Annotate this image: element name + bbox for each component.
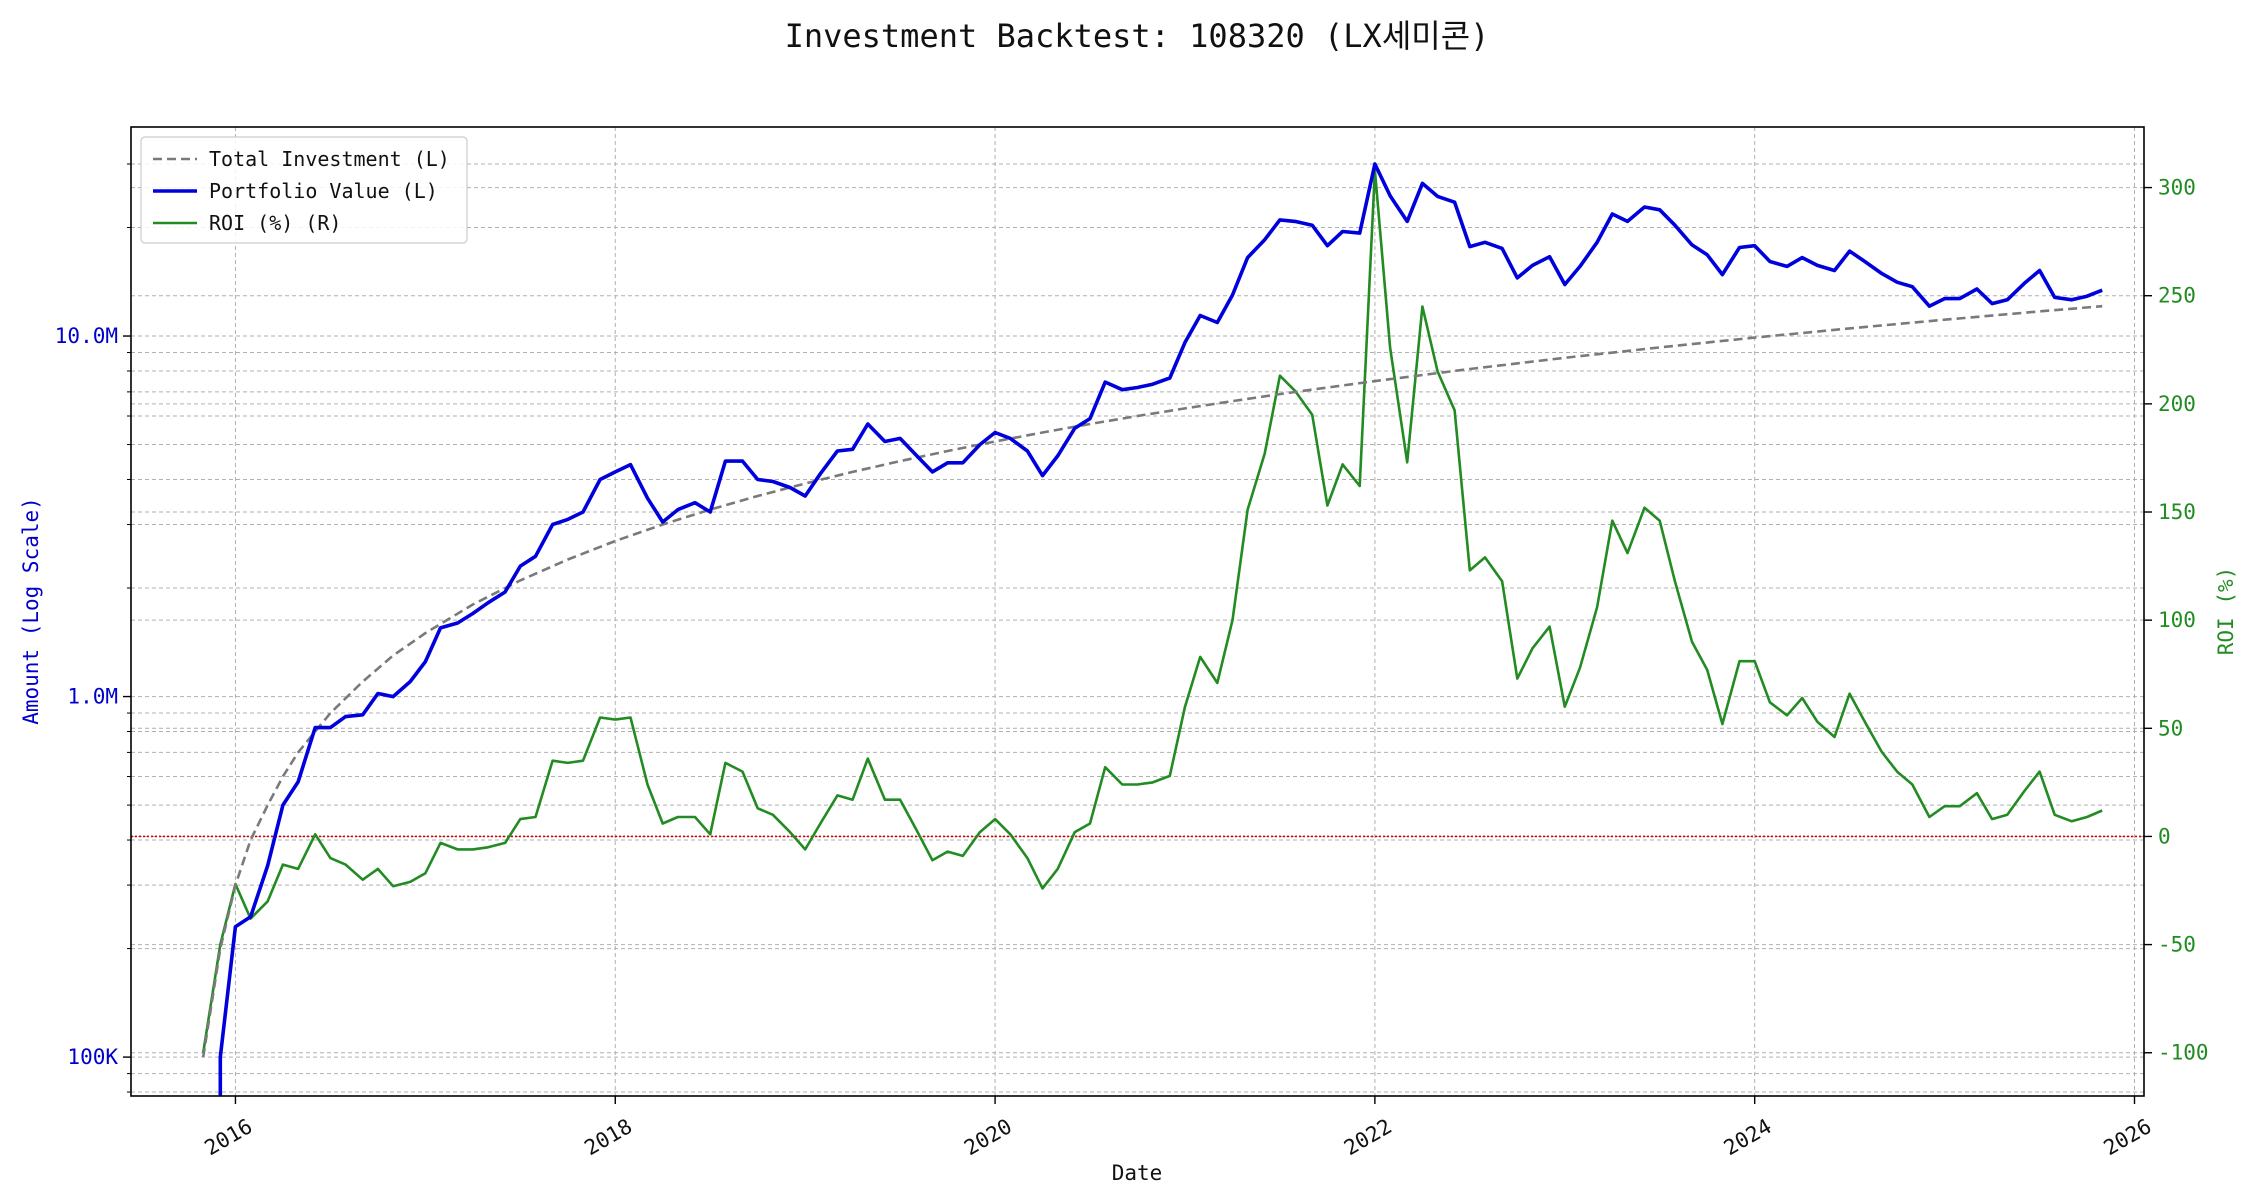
legend-label: ROI (%) (R): [209, 211, 341, 235]
x-tick-label: 2026: [2100, 1114, 2156, 1160]
y-right-axis-label: ROI (%): [2214, 567, 2238, 656]
x-tick-label: 2022: [1340, 1114, 1396, 1160]
grid: [131, 127, 2144, 1096]
legend-box: [140, 136, 468, 244]
x-tick-label: 2016: [201, 1114, 257, 1160]
y-right-tick-label: -50: [2158, 933, 2196, 957]
plot-frame: [130, 126, 2145, 1097]
series-lines: [201, 162, 2103, 1096]
legend-label: Portfolio Value (L): [209, 179, 438, 203]
y-left-tick-label: 1.0M: [67, 685, 118, 709]
portfolio-value-line: [218, 162, 2103, 1096]
y-right-tick-label: 150: [2158, 500, 2196, 524]
x-tick-label: 2018: [580, 1114, 636, 1160]
y-right-tick-label: 0: [2158, 824, 2171, 848]
y-right-tick-label: 100: [2158, 608, 2196, 632]
x-tick-label: 2020: [960, 1114, 1016, 1160]
x-tick-label: 2024: [1720, 1114, 1776, 1160]
legend: Total Investment (L) Portfolio Value (L) R…: [140, 136, 468, 244]
y-left-axis-ticks: 100K 1.0M 10.0M: [55, 163, 131, 1093]
y-left-tick-label: 100K: [67, 1045, 118, 1069]
x-axis-ticks: 2016 2018 2020 2022 2024 2026: [201, 1096, 2156, 1160]
y-right-tick-label: 250: [2158, 284, 2196, 308]
total-investment-line: [201, 304, 2103, 1058]
y-right-tick-label: 50: [2158, 716, 2183, 740]
roi-line: [201, 169, 2103, 1053]
y-right-tick-label: -100: [2158, 1041, 2209, 1065]
x-axis-label: Date: [1112, 1161, 1163, 1185]
legend-label: Total Investment (L): [209, 147, 450, 171]
chart-title: Investment Backtest: 108320 (LX세미콘): [785, 17, 1490, 55]
y-left-tick-label: 10.0M: [55, 324, 118, 348]
y-right-axis-ticks: -100 -50 0 50 100 150 200 250 300: [2144, 176, 2209, 1065]
y-left-axis-label: Amount (Log Scale): [19, 497, 43, 725]
y-right-tick-label: 200: [2158, 392, 2196, 416]
y-right-tick-label: 300: [2158, 176, 2196, 200]
